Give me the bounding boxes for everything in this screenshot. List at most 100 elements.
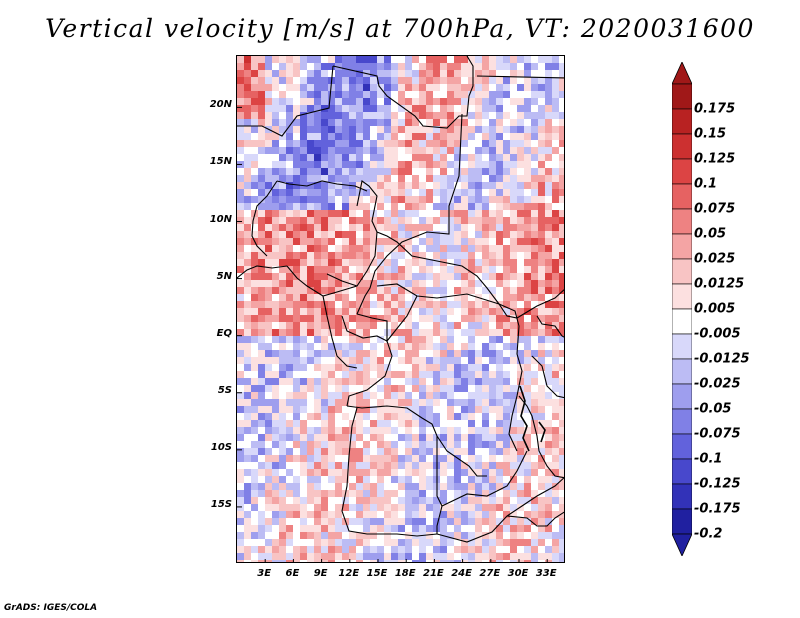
field-cell	[524, 112, 531, 119]
field-cell	[461, 532, 468, 539]
field-cell	[391, 392, 398, 399]
field-cell	[258, 490, 265, 497]
field-cell	[489, 385, 496, 392]
field-cell	[433, 252, 440, 259]
field-cell	[265, 371, 272, 378]
field-cell	[300, 448, 307, 455]
field-cell	[559, 175, 564, 182]
field-cell	[391, 126, 398, 133]
field-cell	[363, 91, 370, 98]
field-cell	[237, 511, 244, 518]
field-cell	[447, 406, 454, 413]
field-cell	[440, 448, 447, 455]
field-cell	[377, 420, 384, 427]
field-cell	[461, 490, 468, 497]
field-cell	[342, 161, 349, 168]
field-cell	[314, 182, 321, 189]
field-cell	[321, 448, 328, 455]
field-cell	[524, 427, 531, 434]
field-cell	[524, 511, 531, 518]
field-cell	[251, 70, 258, 77]
field-cell	[251, 364, 258, 371]
field-cell	[251, 427, 258, 434]
field-cell	[475, 329, 482, 336]
field-cell	[454, 371, 461, 378]
colorbar-bin	[672, 508, 692, 535]
field-cell	[433, 168, 440, 175]
field-cell	[538, 469, 545, 476]
field-cell	[454, 196, 461, 203]
field-cell	[307, 518, 314, 525]
field-cell	[293, 455, 300, 462]
field-cell	[496, 336, 503, 343]
field-cell	[391, 497, 398, 504]
field-cell	[356, 483, 363, 490]
field-cell	[447, 154, 454, 161]
field-cell	[545, 133, 552, 140]
field-cell	[447, 175, 454, 182]
colorbar-label: 0.1	[694, 176, 718, 192]
field-cell	[356, 532, 363, 539]
field-cell	[363, 147, 370, 154]
field-cell	[363, 343, 370, 350]
field-cell	[342, 133, 349, 140]
field-cell	[314, 56, 321, 63]
field-cell	[426, 455, 433, 462]
field-cell	[496, 546, 503, 553]
field-cell	[419, 490, 426, 497]
field-cell	[552, 560, 559, 562]
field-cell	[503, 371, 510, 378]
field-cell	[503, 504, 510, 511]
field-cell	[538, 217, 545, 224]
field-cell	[349, 357, 356, 364]
field-cell	[307, 63, 314, 70]
field-cell	[412, 350, 419, 357]
field-cell	[489, 56, 496, 63]
field-cell	[286, 196, 293, 203]
field-cell	[391, 420, 398, 427]
field-cell	[503, 462, 510, 469]
field-cell	[559, 448, 564, 455]
field-cell	[447, 434, 454, 441]
field-cell	[426, 462, 433, 469]
field-cell	[454, 385, 461, 392]
field-cell	[426, 560, 433, 562]
field-cell	[265, 231, 272, 238]
field-cell	[468, 196, 475, 203]
field-cell	[440, 112, 447, 119]
field-cell	[335, 84, 342, 91]
field-cell	[433, 217, 440, 224]
field-cell	[405, 63, 412, 70]
field-cell	[251, 392, 258, 399]
field-cell	[328, 462, 335, 469]
field-cell	[482, 280, 489, 287]
field-cell	[447, 126, 454, 133]
field-cell	[300, 539, 307, 546]
field-cell	[524, 217, 531, 224]
field-cell	[503, 133, 510, 140]
field-cell	[265, 301, 272, 308]
field-cell	[342, 511, 349, 518]
field-cell	[517, 539, 524, 546]
field-cell	[279, 77, 286, 84]
field-cell	[412, 245, 419, 252]
field-cell	[468, 147, 475, 154]
field-cell	[244, 357, 251, 364]
field-cell	[384, 385, 391, 392]
field-cell	[426, 112, 433, 119]
field-cell	[314, 497, 321, 504]
field-cell	[545, 217, 552, 224]
field-cell	[349, 476, 356, 483]
field-cell	[237, 350, 244, 357]
field-cell	[510, 112, 517, 119]
field-cell	[454, 280, 461, 287]
field-cell	[454, 427, 461, 434]
field-cell	[440, 266, 447, 273]
field-cell	[279, 231, 286, 238]
field-cell	[468, 217, 475, 224]
field-cell	[454, 525, 461, 532]
field-cell	[545, 175, 552, 182]
field-cell	[279, 546, 286, 553]
field-cell	[405, 112, 412, 119]
field-cell	[510, 140, 517, 147]
